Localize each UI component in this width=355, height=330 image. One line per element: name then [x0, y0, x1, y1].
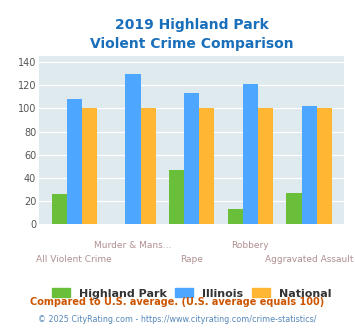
Text: All Violent Crime: All Violent Crime: [37, 255, 112, 264]
Bar: [51, 194, 67, 224]
Bar: [125, 74, 141, 224]
Bar: [199, 108, 214, 224]
Bar: [317, 108, 332, 224]
Text: Compared to U.S. average. (U.S. average equals 100): Compared to U.S. average. (U.S. average …: [31, 297, 324, 307]
Text: Rape: Rape: [180, 255, 203, 264]
Bar: [228, 209, 243, 224]
Legend: Highland Park, Illinois, National: Highland Park, Illinois, National: [48, 284, 336, 303]
Bar: [243, 84, 258, 224]
Bar: [169, 170, 184, 224]
Bar: [82, 108, 97, 224]
Text: © 2025 CityRating.com - https://www.cityrating.com/crime-statistics/: © 2025 CityRating.com - https://www.city…: [38, 315, 317, 324]
Text: Aggravated Assault: Aggravated Assault: [265, 255, 353, 264]
Bar: [286, 193, 302, 224]
Bar: [67, 99, 82, 224]
Bar: [184, 93, 199, 224]
Bar: [302, 106, 317, 224]
Bar: [258, 108, 273, 224]
Bar: [141, 108, 155, 224]
Text: Murder & Mans...: Murder & Mans...: [94, 241, 172, 250]
Title: 2019 Highland Park
Violent Crime Comparison: 2019 Highland Park Violent Crime Compari…: [90, 18, 294, 51]
Text: Robbery: Robbery: [231, 241, 269, 250]
